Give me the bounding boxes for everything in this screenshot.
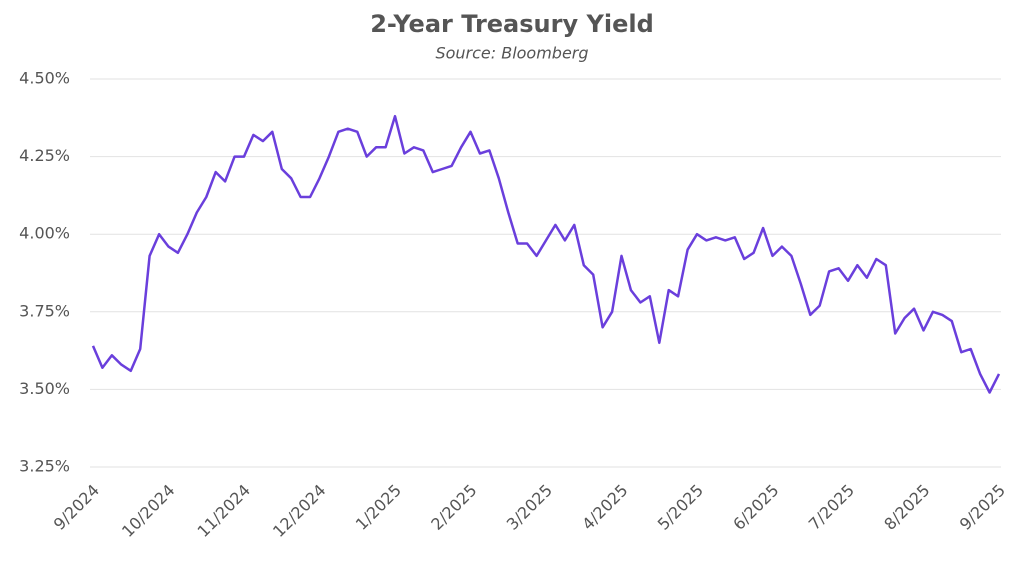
x-tick-label: 9/2025 (956, 481, 1009, 534)
chart-title: 2-Year Treasury Yield (370, 10, 654, 38)
x-tick-label: 10/2024 (118, 481, 178, 541)
x-tick-label: 7/2025 (805, 481, 858, 534)
y-tick-label: 3.75% (19, 301, 70, 320)
y-tick-label: 4.50% (19, 69, 70, 88)
y-tick-label: 3.50% (19, 379, 70, 398)
x-tick-label: 5/2025 (654, 481, 707, 534)
chart-subtitle: Source: Bloomberg (435, 44, 588, 63)
x-tick-label: 1/2025 (352, 481, 405, 534)
x-tick-label: 11/2024 (194, 481, 254, 541)
line (91, 114, 1001, 394)
x-tick-label: 8/2025 (880, 481, 933, 534)
x-tick-label: 4/2025 (578, 481, 631, 534)
x-tick-label: 3/2025 (503, 481, 556, 534)
x-tick-label: 2/2025 (427, 481, 480, 534)
y-tick-label: 3.25% (19, 457, 70, 476)
y-tick-label: 4.25% (19, 146, 70, 165)
x-tick-label: 12/2024 (269, 481, 329, 541)
x-tick-label: 6/2025 (729, 481, 782, 534)
x-tick-label: 9/2024 (50, 481, 103, 534)
y-tick-label: 4.00% (19, 224, 70, 243)
